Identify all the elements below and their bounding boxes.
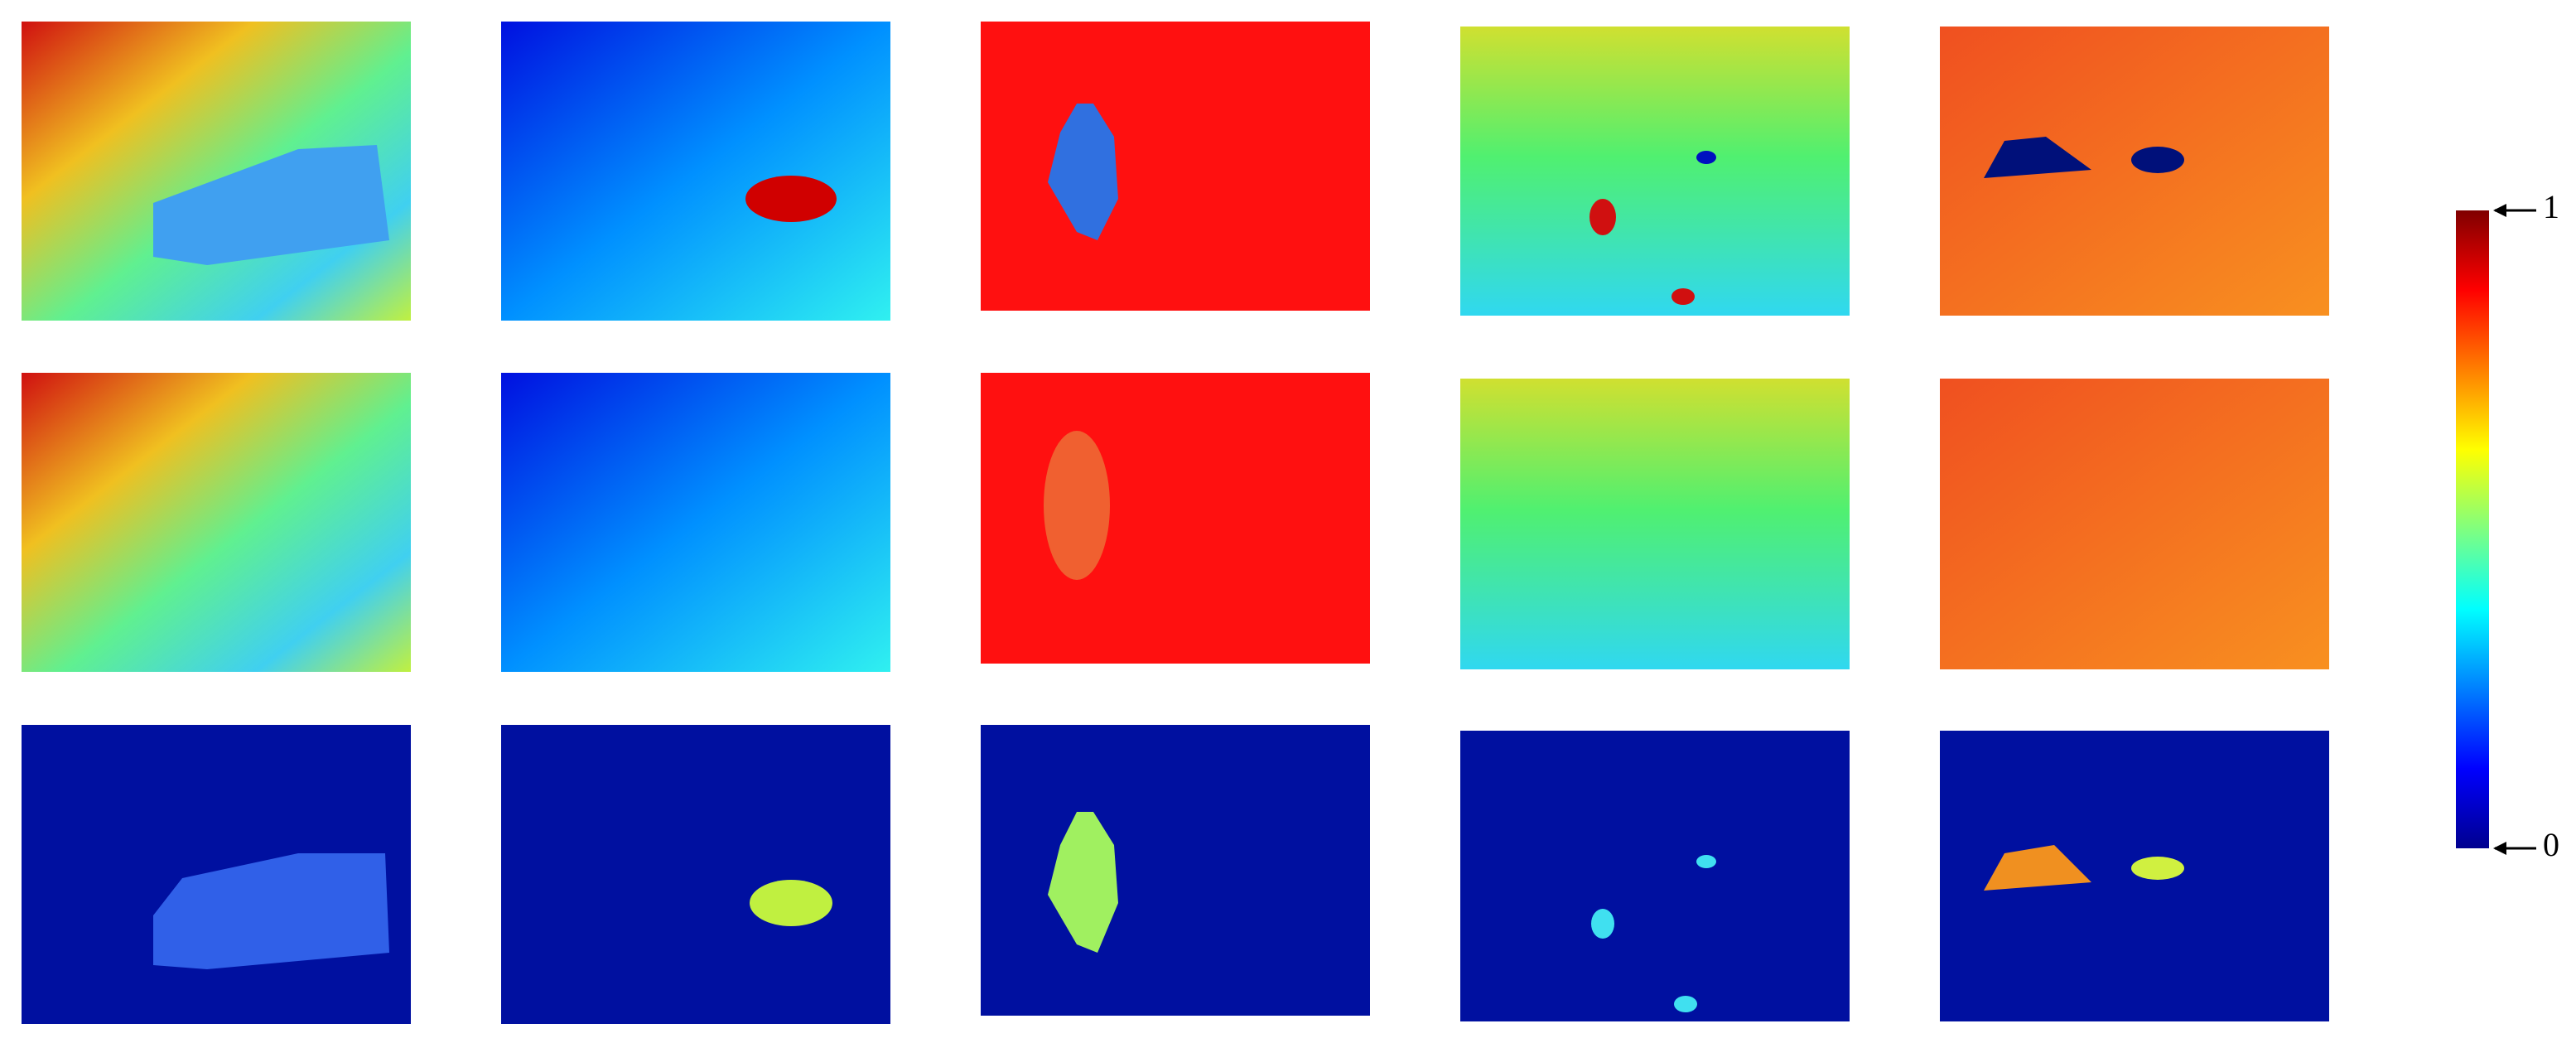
object <box>1048 812 1118 953</box>
depth-map <box>501 725 890 1024</box>
object <box>1672 288 1695 305</box>
depth-map <box>981 725 1370 1016</box>
object <box>1589 199 1616 235</box>
object <box>745 176 837 222</box>
row-2 <box>22 373 2329 672</box>
object <box>1044 431 1110 580</box>
object <box>153 853 389 969</box>
object <box>1984 845 2091 891</box>
object <box>2131 857 2184 880</box>
object <box>1696 151 1716 164</box>
depth-map <box>1940 379 2329 669</box>
depth-map <box>501 22 890 321</box>
object <box>750 880 832 926</box>
row-3 <box>22 725 2329 1024</box>
arrowhead <box>2493 842 2506 855</box>
depth-map <box>981 373 1370 664</box>
colorbar-max-label: 1 <box>2543 188 2559 225</box>
object <box>1048 104 1118 240</box>
depth-map <box>1460 379 1850 669</box>
object <box>1696 855 1716 868</box>
object <box>2131 147 2184 173</box>
depth-map <box>1460 27 1850 316</box>
colorbar: 1 0 <box>2456 188 2559 863</box>
object <box>1674 996 1697 1012</box>
object <box>1591 909 1614 939</box>
depth-map <box>981 22 1370 311</box>
row-1 <box>22 22 2329 321</box>
depth-map <box>22 373 411 672</box>
object <box>153 145 389 265</box>
colorbar-scale <box>2456 210 2489 848</box>
object <box>1984 137 2091 178</box>
depth-map <box>501 373 890 672</box>
arrowhead <box>2493 204 2506 217</box>
colorbar-min-label: 0 <box>2543 826 2559 863</box>
depth-map <box>1460 731 1850 1021</box>
